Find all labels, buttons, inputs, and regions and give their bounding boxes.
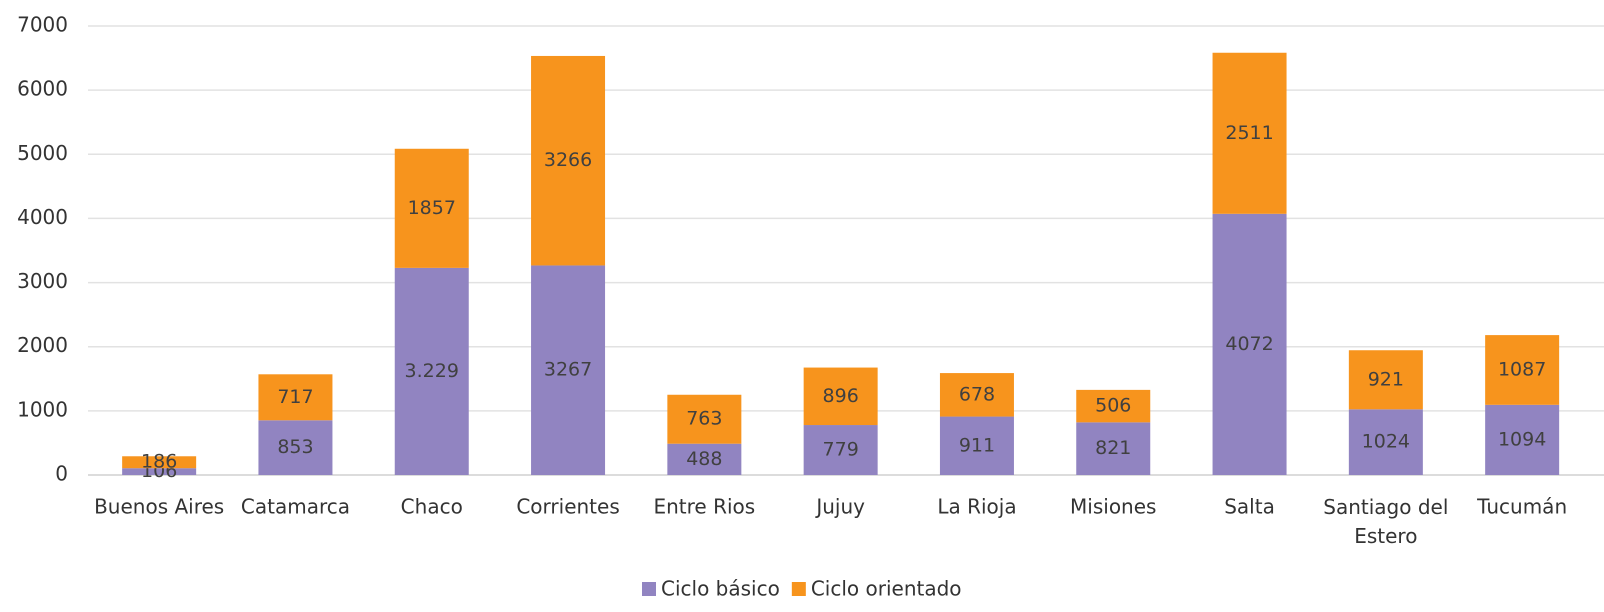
bar-segment — [1485, 404, 1560, 475]
data-label: 506 — [1095, 395, 1131, 417]
data-label: 1094 — [1498, 428, 1546, 450]
data-label: 4072 — [1225, 333, 1273, 355]
data-label: 186 — [141, 451, 177, 473]
data-label: 2511 — [1225, 122, 1273, 144]
bar-segment — [258, 374, 333, 421]
y-tick-label: 6000 — [17, 77, 68, 101]
y-tick-label: 5000 — [17, 141, 68, 165]
bar-segment — [122, 468, 197, 475]
x-tick-label: Jujuy — [814, 495, 865, 519]
y-tick-label: 7000 — [17, 13, 68, 37]
bar-segment — [531, 265, 606, 475]
data-label: 1857 — [408, 197, 456, 219]
data-label: 821 — [1095, 437, 1131, 459]
bar-segment — [394, 267, 469, 475]
bar-segment — [803, 367, 878, 426]
bar-segment — [1348, 350, 1423, 410]
data-label: 3266 — [544, 149, 592, 171]
bar-segment — [1076, 422, 1151, 475]
data-label: 779 — [823, 439, 859, 461]
x-tick-label: Chaco — [401, 495, 463, 519]
data-label: 896 — [823, 385, 859, 407]
data-label: 853 — [277, 436, 313, 458]
y-tick-label: 0 — [55, 462, 68, 486]
x-tick-label: Santiago del Estero — [1323, 495, 1448, 548]
bar-segment — [1485, 335, 1560, 405]
data-label: 911 — [959, 434, 995, 456]
bar-segment — [258, 420, 333, 475]
data-label: 763 — [686, 408, 722, 430]
x-tick-label: Tucumán — [1476, 495, 1567, 519]
bar-segment — [667, 394, 742, 444]
y-tick-label: 1000 — [17, 397, 68, 421]
bar-segment — [939, 373, 1014, 417]
x-tick-label: Salta — [1224, 495, 1275, 519]
legend-label: Ciclo orientado — [811, 577, 962, 601]
data-label: 717 — [277, 386, 313, 408]
x-tick-label: Corrientes — [516, 495, 619, 519]
legend-swatch — [642, 582, 656, 596]
x-tick-label: La Rioja — [937, 495, 1016, 519]
bar-segment — [1348, 409, 1423, 475]
legend-label: Ciclo básico — [661, 577, 780, 601]
bar-segment — [939, 416, 1014, 475]
x-tick-label: Misiones — [1070, 495, 1156, 519]
x-tick-label: Entre Rios — [653, 495, 755, 519]
data-label: 3.229 — [405, 360, 459, 382]
data-label: 3267 — [544, 359, 592, 381]
bar-segment — [1076, 389, 1151, 423]
bar-segment — [394, 148, 469, 268]
bar-segment — [667, 443, 742, 475]
data-label: 1024 — [1362, 431, 1410, 453]
y-tick-label: 3000 — [17, 269, 68, 293]
bar-segment — [1212, 52, 1287, 214]
data-label: 488 — [686, 448, 722, 470]
y-tick-label: 2000 — [17, 333, 68, 357]
bar-segment — [531, 55, 606, 266]
legend-swatch — [791, 582, 806, 596]
data-label: 678 — [959, 383, 995, 405]
data-label: 1087 — [1498, 358, 1546, 380]
y-tick-label: 4000 — [17, 205, 68, 229]
data-label: 921 — [1368, 368, 1404, 390]
x-tick-label: Catamarca — [241, 495, 350, 519]
bar-segment — [122, 456, 197, 469]
bar-segment — [803, 425, 878, 475]
x-tick-label: Buenos Aires — [94, 495, 224, 519]
bar-segment — [1212, 213, 1287, 475]
